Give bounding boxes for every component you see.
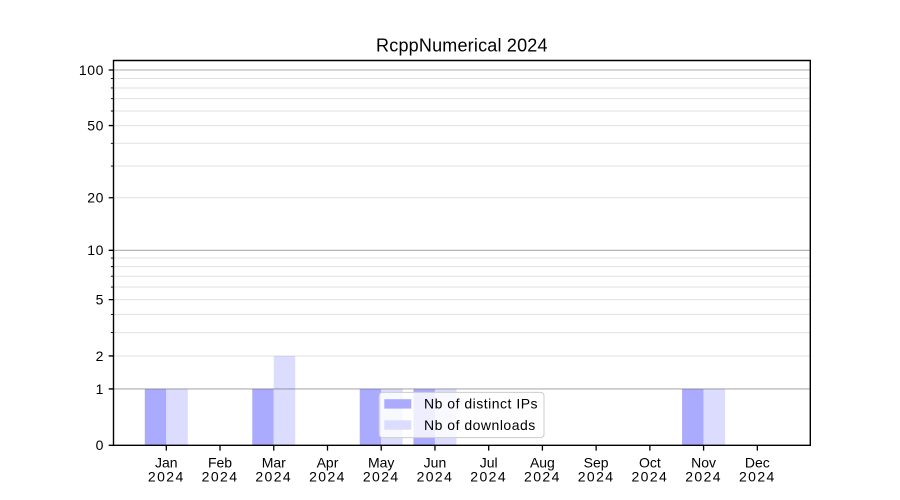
- svg-text:2024: 2024: [202, 469, 239, 485]
- svg-text:Nov: Nov: [691, 454, 716, 470]
- svg-text:May: May: [368, 454, 394, 470]
- svg-text:2024: 2024: [685, 469, 722, 485]
- svg-text:Feb: Feb: [208, 454, 232, 470]
- svg-text:RcppNumerical 2024: RcppNumerical 2024: [376, 36, 548, 56]
- svg-text:2024: 2024: [255, 469, 292, 485]
- svg-text:Jun: Jun: [424, 454, 447, 470]
- svg-text:Mar: Mar: [262, 454, 286, 470]
- svg-text:Sep: Sep: [584, 454, 609, 470]
- svg-text:0: 0: [96, 437, 104, 453]
- svg-text:Nb of downloads: Nb of downloads: [424, 417, 536, 433]
- svg-text:1: 1: [96, 381, 104, 397]
- svg-text:Nb of distinct IPs: Nb of distinct IPs: [424, 396, 538, 412]
- svg-text:Jul: Jul: [480, 454, 498, 470]
- svg-text:Aug: Aug: [530, 454, 555, 470]
- svg-text:5: 5: [96, 291, 104, 307]
- svg-text:100: 100: [79, 62, 104, 78]
- svg-text:2024: 2024: [470, 469, 507, 485]
- svg-text:Apr: Apr: [317, 454, 339, 470]
- svg-text:2024: 2024: [363, 469, 400, 485]
- svg-text:2024: 2024: [739, 469, 776, 485]
- svg-text:2024: 2024: [524, 469, 561, 485]
- svg-text:Jan: Jan: [155, 454, 178, 470]
- svg-text:2024: 2024: [148, 469, 185, 485]
- svg-text:2024: 2024: [417, 469, 454, 485]
- svg-text:2024: 2024: [631, 469, 668, 485]
- svg-text:20: 20: [87, 190, 104, 206]
- svg-text:2024: 2024: [578, 469, 615, 485]
- svg-text:2: 2: [96, 348, 104, 364]
- svg-text:Oct: Oct: [639, 454, 661, 470]
- svg-text:Dec: Dec: [745, 454, 770, 470]
- svg-text:10: 10: [87, 242, 104, 258]
- svg-text:50: 50: [87, 117, 104, 133]
- svg-text:2024: 2024: [309, 469, 346, 485]
